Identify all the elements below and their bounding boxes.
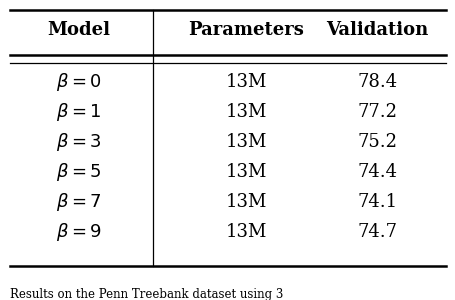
Text: 13M: 13M xyxy=(225,103,266,121)
Text: $\beta = 5$: $\beta = 5$ xyxy=(56,161,101,183)
Text: $\beta = 7$: $\beta = 7$ xyxy=(56,191,101,213)
Text: Model: Model xyxy=(47,21,110,39)
Text: 77.2: 77.2 xyxy=(357,103,397,121)
Text: Results on the Penn Treebank dataset using 3: Results on the Penn Treebank dataset usi… xyxy=(10,288,283,300)
Text: 13M: 13M xyxy=(225,133,266,151)
Text: 13M: 13M xyxy=(225,223,266,241)
Text: $\beta = 1$: $\beta = 1$ xyxy=(56,101,101,123)
Text: 74.7: 74.7 xyxy=(357,223,397,241)
Text: $\beta = 3$: $\beta = 3$ xyxy=(56,131,101,153)
Text: $\beta = 9$: $\beta = 9$ xyxy=(56,221,101,243)
Text: Parameters: Parameters xyxy=(188,21,303,39)
Text: 13M: 13M xyxy=(225,193,266,211)
Text: Validation: Validation xyxy=(326,21,428,39)
Text: 13M: 13M xyxy=(225,73,266,91)
Text: $\beta = 0$: $\beta = 0$ xyxy=(56,71,101,93)
Text: 74.1: 74.1 xyxy=(357,193,397,211)
Text: 78.4: 78.4 xyxy=(357,73,397,91)
Text: 74.4: 74.4 xyxy=(357,163,397,181)
Text: 75.2: 75.2 xyxy=(357,133,397,151)
Text: 13M: 13M xyxy=(225,163,266,181)
